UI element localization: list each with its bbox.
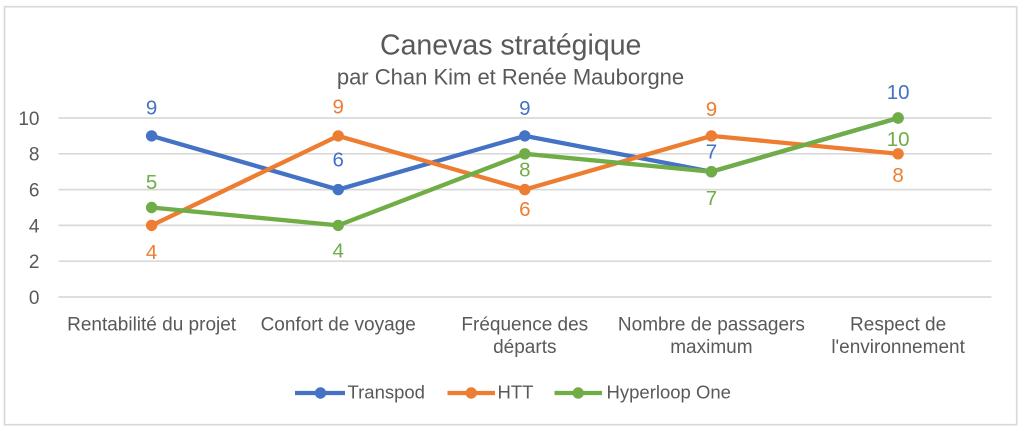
svg-text:4: 4 bbox=[332, 240, 343, 263]
svg-text:par Chan Kim et Renée Mauborgn: par Chan Kim et Renée Mauborgne bbox=[337, 65, 684, 90]
svg-text:Confort de voyage: Confort de voyage bbox=[261, 315, 416, 336]
svg-text:6: 6 bbox=[332, 149, 343, 172]
svg-text:10: 10 bbox=[18, 109, 39, 130]
svg-text:Transpod: Transpod bbox=[348, 382, 425, 403]
svg-text:4: 4 bbox=[29, 216, 40, 237]
svg-text:9: 9 bbox=[146, 97, 157, 120]
svg-text:9: 9 bbox=[332, 96, 343, 119]
svg-text:8: 8 bbox=[892, 164, 903, 187]
svg-text:9: 9 bbox=[706, 98, 717, 121]
svg-text:0: 0 bbox=[29, 288, 40, 309]
svg-text:HTT: HTT bbox=[498, 382, 534, 403]
svg-text:Hyperloop One: Hyperloop One bbox=[607, 382, 731, 403]
svg-text:4: 4 bbox=[146, 241, 157, 264]
svg-text:5: 5 bbox=[146, 171, 157, 194]
svg-text:Respect de: Respect de bbox=[850, 315, 946, 336]
svg-text:10: 10 bbox=[887, 81, 910, 104]
svg-text:Rentabilité du projet: Rentabilité du projet bbox=[67, 315, 237, 336]
svg-text:l'environnement: l'environnement bbox=[831, 337, 965, 358]
svg-text:6: 6 bbox=[519, 198, 530, 221]
svg-text:8: 8 bbox=[519, 159, 530, 182]
svg-text:maximum: maximum bbox=[670, 337, 752, 358]
svg-text:Nombre de passagers: Nombre de passagers bbox=[618, 315, 805, 336]
svg-text:7: 7 bbox=[706, 140, 717, 163]
svg-text:Canevas stratégique: Canevas stratégique bbox=[380, 29, 641, 61]
svg-text:6: 6 bbox=[29, 181, 40, 202]
svg-text:7: 7 bbox=[706, 187, 717, 210]
svg-text:2: 2 bbox=[29, 252, 40, 273]
svg-text:8: 8 bbox=[29, 145, 40, 166]
svg-text:10: 10 bbox=[887, 128, 910, 151]
svg-text:départs: départs bbox=[493, 337, 556, 358]
svg-text:9: 9 bbox=[519, 97, 530, 120]
svg-text:Fréquence des: Fréquence des bbox=[461, 315, 588, 336]
